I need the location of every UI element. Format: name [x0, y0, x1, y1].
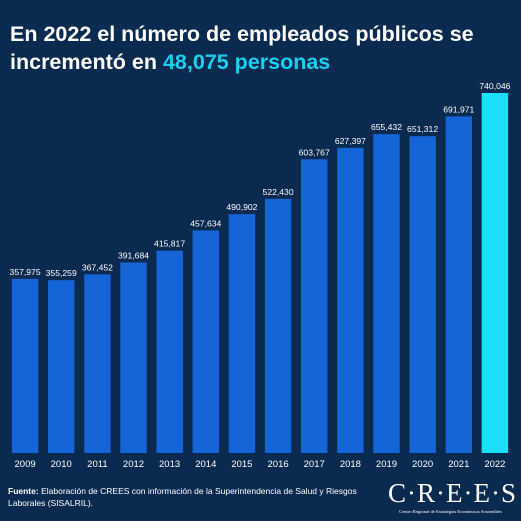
value-label-2010: 355,259: [46, 268, 77, 278]
x-tick-label-2014: 2014: [195, 459, 216, 470]
x-tick-label-2011: 2011: [87, 459, 107, 470]
x-tick-label-2022: 2022: [484, 459, 505, 470]
x-tick-label-2019: 2019: [376, 459, 397, 470]
value-label-2019: 655,432: [371, 122, 402, 132]
bar-2016: [264, 198, 292, 453]
x-tick-label-2016: 2016: [268, 459, 289, 470]
value-label-2009: 357,975: [10, 267, 41, 277]
x-tick-label-2018: 2018: [340, 459, 361, 470]
bar-2021: [445, 116, 472, 454]
x-tick-label-2020: 2020: [412, 459, 433, 470]
x-tick-label-2017: 2017: [304, 459, 325, 470]
source-label: Fuente:: [8, 486, 39, 496]
bar-2011: [84, 274, 111, 453]
x-tick-label-2015: 2015: [231, 459, 252, 470]
chart-title: En 2022 el número de empleados públicos …: [10, 20, 510, 76]
bar-2010: [48, 280, 75, 453]
bar-2018: [337, 147, 364, 454]
x-tick-label-2013: 2013: [159, 459, 180, 470]
x-tick-label-2021: 2021: [448, 459, 469, 470]
source-text: Elaboración de CREES con información de …: [8, 486, 357, 508]
x-tick-label-2010: 2010: [51, 459, 72, 470]
value-label-2017: 603,767: [299, 147, 330, 157]
crees-logo: C·R·E·E·S Centro Regional de Estrategias…: [388, 478, 517, 514]
bar-2013: [156, 250, 183, 453]
bar-2012: [120, 262, 147, 453]
value-label-2018: 627,397: [335, 136, 366, 146]
value-label-2022: 740,046: [479, 81, 510, 91]
bar-2019: [373, 134, 400, 453]
bar-2015: [228, 214, 256, 453]
value-label-2016: 522,430: [263, 187, 294, 197]
bar-2020: [409, 136, 436, 453]
x-tick-label-2012: 2012: [123, 459, 144, 470]
logo-subtitle: Centro Regional de Estrategias Económica…: [399, 509, 502, 514]
value-label-2012: 391,684: [118, 251, 149, 261]
bar-2009: [11, 278, 39, 453]
value-label-2011: 367,452: [82, 262, 113, 272]
bar-2014: [192, 230, 219, 453]
title-text: En 2022 el número de empleados públicos …: [10, 22, 474, 74]
value-label-2014: 457,634: [190, 218, 221, 228]
value-label-2015: 490,902: [226, 202, 257, 212]
value-label-2020: 651,312: [407, 124, 438, 134]
source-note: Fuente: Elaboración de CREES con informa…: [8, 485, 368, 509]
logo-mark: C·R·E·E·S: [388, 478, 517, 508]
bar-2022: [481, 93, 509, 453]
title-highlight: 48,075 personas: [162, 50, 331, 74]
value-label-2013: 415,817: [154, 239, 185, 249]
value-label-2021: 691,971: [443, 104, 474, 114]
bar-2017: [301, 159, 328, 454]
x-tick-label-2009: 2009: [15, 459, 36, 470]
